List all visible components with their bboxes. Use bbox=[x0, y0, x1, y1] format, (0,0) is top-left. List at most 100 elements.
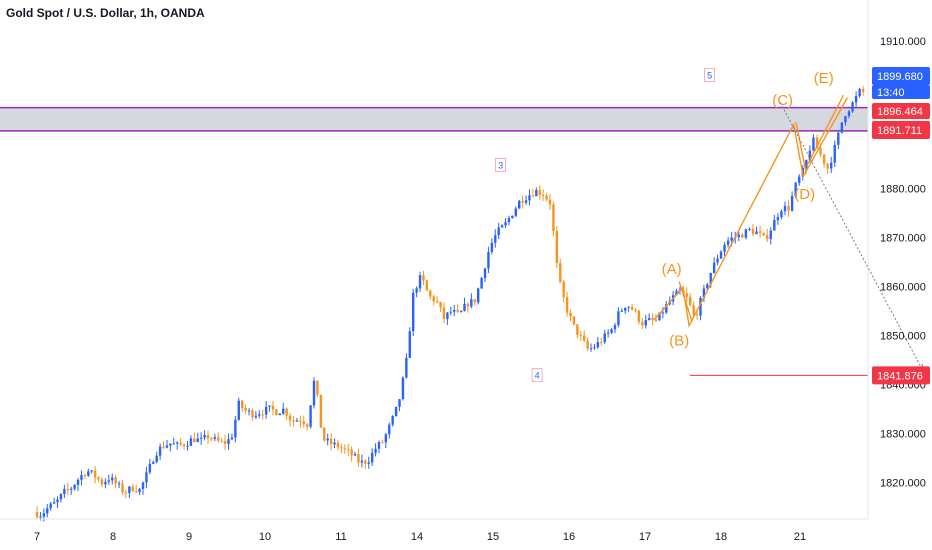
candle-body bbox=[726, 240, 730, 245]
candle-body bbox=[83, 475, 87, 477]
candle-body bbox=[858, 88, 861, 97]
candle-body bbox=[439, 301, 442, 308]
candle-body bbox=[90, 470, 93, 472]
candle-body bbox=[158, 446, 162, 456]
candle-body bbox=[692, 305, 695, 315]
candle-body bbox=[114, 477, 117, 484]
candle-body bbox=[374, 448, 377, 453]
candle-body bbox=[744, 229, 748, 238]
wave-count-box bbox=[704, 68, 715, 82]
time-tick-label: 18 bbox=[715, 531, 727, 543]
candle-body bbox=[70, 488, 73, 490]
candle-body bbox=[851, 102, 854, 112]
candle-body bbox=[141, 482, 145, 489]
time-tick-label: 17 bbox=[639, 531, 651, 543]
candle-body bbox=[134, 491, 138, 493]
candle-body bbox=[323, 427, 326, 441]
candle-body bbox=[719, 251, 723, 259]
time-tick-label: 16 bbox=[563, 531, 575, 543]
candle-body bbox=[776, 217, 780, 221]
candle-body bbox=[405, 357, 408, 378]
candle-body bbox=[117, 483, 121, 485]
candle-body bbox=[600, 341, 603, 343]
candle-body bbox=[336, 442, 340, 448]
candle-body bbox=[408, 331, 411, 358]
wave-line bbox=[807, 94, 845, 165]
candle-body bbox=[179, 442, 182, 445]
candle-body bbox=[596, 341, 600, 348]
time-tick-label: 21 bbox=[794, 531, 806, 543]
candle-body bbox=[798, 176, 801, 183]
candle-body bbox=[514, 208, 517, 216]
candle-body bbox=[258, 414, 261, 416]
candle-body bbox=[610, 329, 613, 333]
price-tick-label: 1870.000 bbox=[880, 232, 926, 244]
time-axis[interactable]: 7 8 9 10 11 14 15 16 17 18 21 bbox=[34, 531, 806, 543]
wave-counts: 3 4 5 bbox=[495, 68, 715, 383]
candle-body bbox=[654, 319, 658, 321]
candle-body bbox=[531, 195, 535, 197]
candle-body bbox=[483, 268, 487, 279]
candle-body bbox=[766, 235, 769, 240]
candles bbox=[35, 86, 865, 522]
candle-body bbox=[429, 290, 432, 297]
candle-body bbox=[572, 316, 576, 325]
candle-body bbox=[446, 312, 449, 320]
candle-body bbox=[326, 438, 329, 441]
candle-body bbox=[230, 437, 234, 440]
price-tag-box bbox=[872, 121, 930, 139]
candle-body bbox=[545, 195, 548, 200]
candle-body bbox=[552, 204, 555, 232]
candle-body bbox=[97, 477, 100, 480]
candle-body bbox=[398, 399, 401, 407]
candle-body bbox=[172, 443, 175, 445]
candle-body bbox=[76, 479, 80, 485]
candle-body bbox=[422, 275, 425, 281]
candle-body bbox=[59, 494, 63, 500]
candle-body bbox=[466, 303, 470, 307]
candle-body bbox=[285, 408, 288, 416]
price-tag-label: 1899.680 bbox=[877, 71, 923, 83]
wave-label: (D) bbox=[794, 186, 815, 203]
candle-body bbox=[124, 492, 128, 494]
candle-body bbox=[524, 200, 528, 203]
candle-body bbox=[815, 137, 819, 149]
wave-label: (A) bbox=[662, 261, 682, 278]
candle-body bbox=[199, 437, 203, 439]
candle-body bbox=[541, 194, 545, 196]
price-axis[interactable]: 1820.0001830.0001840.0001850.0001860.000… bbox=[0, 0, 926, 520]
projection-line bbox=[779, 102, 923, 371]
candle-body bbox=[627, 306, 630, 308]
candle-body bbox=[66, 488, 69, 490]
candle-body bbox=[275, 409, 278, 416]
candle-body bbox=[712, 262, 716, 274]
candle-body bbox=[73, 484, 76, 489]
price-tag-box bbox=[872, 67, 930, 85]
candle-body bbox=[490, 242, 494, 252]
candle-body bbox=[381, 442, 384, 444]
candle-body bbox=[435, 301, 439, 303]
candle-body bbox=[131, 486, 134, 492]
candle-body bbox=[634, 309, 637, 311]
candle-body bbox=[617, 311, 620, 326]
time-tick-label: 9 bbox=[186, 531, 192, 543]
candle-body bbox=[593, 347, 596, 349]
wave-line bbox=[653, 97, 849, 328]
candle-body bbox=[442, 307, 446, 320]
candle-body bbox=[548, 199, 552, 205]
candle-body bbox=[333, 442, 336, 445]
candle-body bbox=[234, 419, 237, 438]
price-tick-label: 1910.000 bbox=[880, 36, 926, 48]
candle-body bbox=[213, 437, 217, 439]
price-tag-label: 1841.876 bbox=[877, 370, 923, 382]
candle-body bbox=[783, 205, 787, 212]
price-tags: 1899.680 13:40 1896.464 1891.711 1841.876 bbox=[872, 67, 930, 385]
candle-body bbox=[758, 231, 762, 233]
candle-body bbox=[706, 284, 709, 289]
candle-body bbox=[353, 454, 357, 456]
candle-body bbox=[453, 309, 456, 312]
candle-body bbox=[847, 111, 851, 117]
candle-body bbox=[360, 460, 364, 463]
candle-body bbox=[189, 438, 193, 446]
